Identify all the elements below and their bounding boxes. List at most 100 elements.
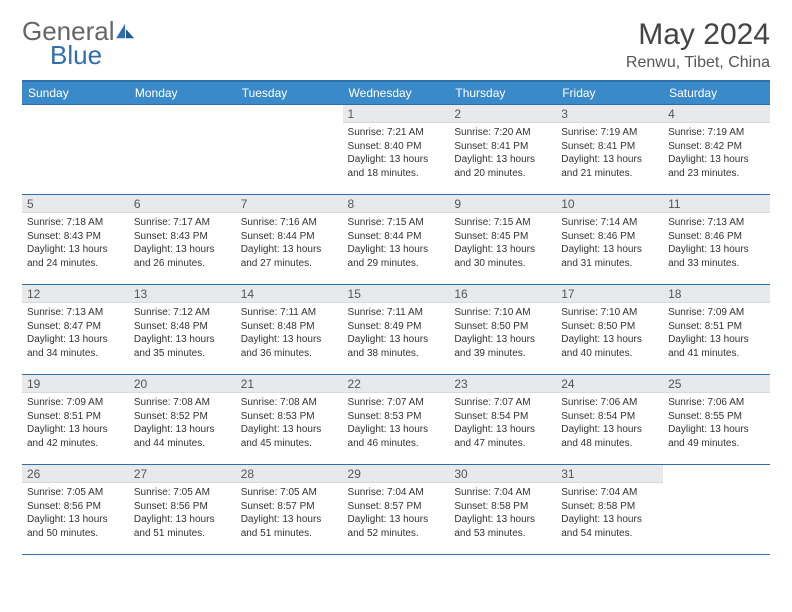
- day-number: 5: [22, 195, 129, 213]
- weekday-header: Thursday: [449, 81, 556, 105]
- day-details: Sunrise: 7:04 AMSunset: 8:58 PMDaylight:…: [556, 483, 663, 544]
- day-details: Sunrise: 7:07 AMSunset: 8:53 PMDaylight:…: [343, 393, 450, 454]
- day-number: 28: [236, 465, 343, 483]
- day-details: Sunrise: 7:04 AMSunset: 8:58 PMDaylight:…: [449, 483, 556, 544]
- day-number: 26: [22, 465, 129, 483]
- day-details: Sunrise: 7:08 AMSunset: 8:52 PMDaylight:…: [129, 393, 236, 454]
- day-number: 7: [236, 195, 343, 213]
- calendar-day-cell: 20Sunrise: 7:08 AMSunset: 8:52 PMDayligh…: [129, 375, 236, 465]
- day-number: 6: [129, 195, 236, 213]
- calendar-day-cell: 15Sunrise: 7:11 AMSunset: 8:49 PMDayligh…: [343, 285, 450, 375]
- weekday-header-row: SundayMondayTuesdayWednesdayThursdayFrid…: [22, 81, 770, 105]
- weekday-header: Sunday: [22, 81, 129, 105]
- day-details: Sunrise: 7:18 AMSunset: 8:43 PMDaylight:…: [22, 213, 129, 274]
- day-details: Sunrise: 7:12 AMSunset: 8:48 PMDaylight:…: [129, 303, 236, 364]
- day-details: Sunrise: 7:06 AMSunset: 8:55 PMDaylight:…: [663, 393, 770, 454]
- calendar-day-cell: 23Sunrise: 7:07 AMSunset: 8:54 PMDayligh…: [449, 375, 556, 465]
- day-details: Sunrise: 7:04 AMSunset: 8:57 PMDaylight:…: [343, 483, 450, 544]
- day-number: 9: [449, 195, 556, 213]
- calendar-week-row: 5Sunrise: 7:18 AMSunset: 8:43 PMDaylight…: [22, 195, 770, 285]
- calendar-day-cell: [663, 465, 770, 555]
- calendar-day-cell: 19Sunrise: 7:09 AMSunset: 8:51 PMDayligh…: [22, 375, 129, 465]
- day-number: 10: [556, 195, 663, 213]
- calendar-day-cell: 11Sunrise: 7:13 AMSunset: 8:46 PMDayligh…: [663, 195, 770, 285]
- day-number: 12: [22, 285, 129, 303]
- calendar-day-cell: 6Sunrise: 7:17 AMSunset: 8:43 PMDaylight…: [129, 195, 236, 285]
- calendar-body: 1Sunrise: 7:21 AMSunset: 8:40 PMDaylight…: [22, 105, 770, 555]
- day-details: Sunrise: 7:16 AMSunset: 8:44 PMDaylight:…: [236, 213, 343, 274]
- day-details: Sunrise: 7:13 AMSunset: 8:47 PMDaylight:…: [22, 303, 129, 364]
- day-details: Sunrise: 7:17 AMSunset: 8:43 PMDaylight:…: [129, 213, 236, 274]
- title-block: May 2024 Renwu, Tibet, China: [626, 18, 770, 72]
- day-details: Sunrise: 7:05 AMSunset: 8:56 PMDaylight:…: [22, 483, 129, 544]
- day-number: 17: [556, 285, 663, 303]
- empty-day: [663, 465, 770, 482]
- calendar-day-cell: 13Sunrise: 7:12 AMSunset: 8:48 PMDayligh…: [129, 285, 236, 375]
- calendar-day-cell: 1Sunrise: 7:21 AMSunset: 8:40 PMDaylight…: [343, 105, 450, 195]
- day-details: Sunrise: 7:19 AMSunset: 8:42 PMDaylight:…: [663, 123, 770, 184]
- header: GeneralBlue May 2024 Renwu, Tibet, China: [22, 18, 770, 72]
- day-number: 18: [663, 285, 770, 303]
- day-number: 3: [556, 105, 663, 123]
- day-details: Sunrise: 7:13 AMSunset: 8:46 PMDaylight:…: [663, 213, 770, 274]
- calendar-week-row: 19Sunrise: 7:09 AMSunset: 8:51 PMDayligh…: [22, 375, 770, 465]
- brand-logo: GeneralBlue: [22, 18, 136, 68]
- day-details: Sunrise: 7:14 AMSunset: 8:46 PMDaylight:…: [556, 213, 663, 274]
- day-number: 29: [343, 465, 450, 483]
- day-details: Sunrise: 7:20 AMSunset: 8:41 PMDaylight:…: [449, 123, 556, 184]
- day-details: Sunrise: 7:07 AMSunset: 8:54 PMDaylight:…: [449, 393, 556, 454]
- day-number: 31: [556, 465, 663, 483]
- calendar-day-cell: 24Sunrise: 7:06 AMSunset: 8:54 PMDayligh…: [556, 375, 663, 465]
- weekday-header: Friday: [556, 81, 663, 105]
- calendar-week-row: 12Sunrise: 7:13 AMSunset: 8:47 PMDayligh…: [22, 285, 770, 375]
- weekday-header: Monday: [129, 81, 236, 105]
- day-number: 2: [449, 105, 556, 123]
- day-number: 25: [663, 375, 770, 393]
- calendar-day-cell: 14Sunrise: 7:11 AMSunset: 8:48 PMDayligh…: [236, 285, 343, 375]
- day-number: 21: [236, 375, 343, 393]
- day-details: Sunrise: 7:05 AMSunset: 8:56 PMDaylight:…: [129, 483, 236, 544]
- day-number: 22: [343, 375, 450, 393]
- day-details: Sunrise: 7:09 AMSunset: 8:51 PMDaylight:…: [22, 393, 129, 454]
- day-details: Sunrise: 7:08 AMSunset: 8:53 PMDaylight:…: [236, 393, 343, 454]
- weekday-header: Tuesday: [236, 81, 343, 105]
- calendar-day-cell: 29Sunrise: 7:04 AMSunset: 8:57 PMDayligh…: [343, 465, 450, 555]
- calendar-week-row: 26Sunrise: 7:05 AMSunset: 8:56 PMDayligh…: [22, 465, 770, 555]
- calendar-day-cell: 7Sunrise: 7:16 AMSunset: 8:44 PMDaylight…: [236, 195, 343, 285]
- calendar-day-cell: 26Sunrise: 7:05 AMSunset: 8:56 PMDayligh…: [22, 465, 129, 555]
- calendar-day-cell: 18Sunrise: 7:09 AMSunset: 8:51 PMDayligh…: [663, 285, 770, 375]
- calendar-day-cell: 5Sunrise: 7:18 AMSunset: 8:43 PMDaylight…: [22, 195, 129, 285]
- calendar-day-cell: 3Sunrise: 7:19 AMSunset: 8:41 PMDaylight…: [556, 105, 663, 195]
- day-number: 14: [236, 285, 343, 303]
- day-details: Sunrise: 7:06 AMSunset: 8:54 PMDaylight:…: [556, 393, 663, 454]
- calendar-day-cell: 12Sunrise: 7:13 AMSunset: 8:47 PMDayligh…: [22, 285, 129, 375]
- day-number: 23: [449, 375, 556, 393]
- empty-day: [129, 105, 236, 122]
- day-details: Sunrise: 7:15 AMSunset: 8:45 PMDaylight:…: [449, 213, 556, 274]
- page-subtitle: Renwu, Tibet, China: [626, 54, 770, 72]
- day-number: 11: [663, 195, 770, 213]
- day-details: Sunrise: 7:05 AMSunset: 8:57 PMDaylight:…: [236, 483, 343, 544]
- day-number: 20: [129, 375, 236, 393]
- day-details: Sunrise: 7:09 AMSunset: 8:51 PMDaylight:…: [663, 303, 770, 364]
- weekday-header: Saturday: [663, 81, 770, 105]
- empty-day: [236, 105, 343, 122]
- empty-day: [22, 105, 129, 122]
- day-number: 30: [449, 465, 556, 483]
- calendar-day-cell: 16Sunrise: 7:10 AMSunset: 8:50 PMDayligh…: [449, 285, 556, 375]
- calendar-day-cell: 17Sunrise: 7:10 AMSunset: 8:50 PMDayligh…: [556, 285, 663, 375]
- day-details: Sunrise: 7:21 AMSunset: 8:40 PMDaylight:…: [343, 123, 450, 184]
- calendar-day-cell: 10Sunrise: 7:14 AMSunset: 8:46 PMDayligh…: [556, 195, 663, 285]
- day-number: 8: [343, 195, 450, 213]
- day-details: Sunrise: 7:11 AMSunset: 8:49 PMDaylight:…: [343, 303, 450, 364]
- calendar-day-cell: 28Sunrise: 7:05 AMSunset: 8:57 PMDayligh…: [236, 465, 343, 555]
- calendar-day-cell: 4Sunrise: 7:19 AMSunset: 8:42 PMDaylight…: [663, 105, 770, 195]
- calendar-week-row: 1Sunrise: 7:21 AMSunset: 8:40 PMDaylight…: [22, 105, 770, 195]
- day-number: 13: [129, 285, 236, 303]
- calendar-day-cell: 30Sunrise: 7:04 AMSunset: 8:58 PMDayligh…: [449, 465, 556, 555]
- day-number: 27: [129, 465, 236, 483]
- day-number: 19: [22, 375, 129, 393]
- calendar-day-cell: 9Sunrise: 7:15 AMSunset: 8:45 PMDaylight…: [449, 195, 556, 285]
- sail-icon: [116, 18, 136, 44]
- calendar-table: SundayMondayTuesdayWednesdayThursdayFrid…: [22, 80, 770, 555]
